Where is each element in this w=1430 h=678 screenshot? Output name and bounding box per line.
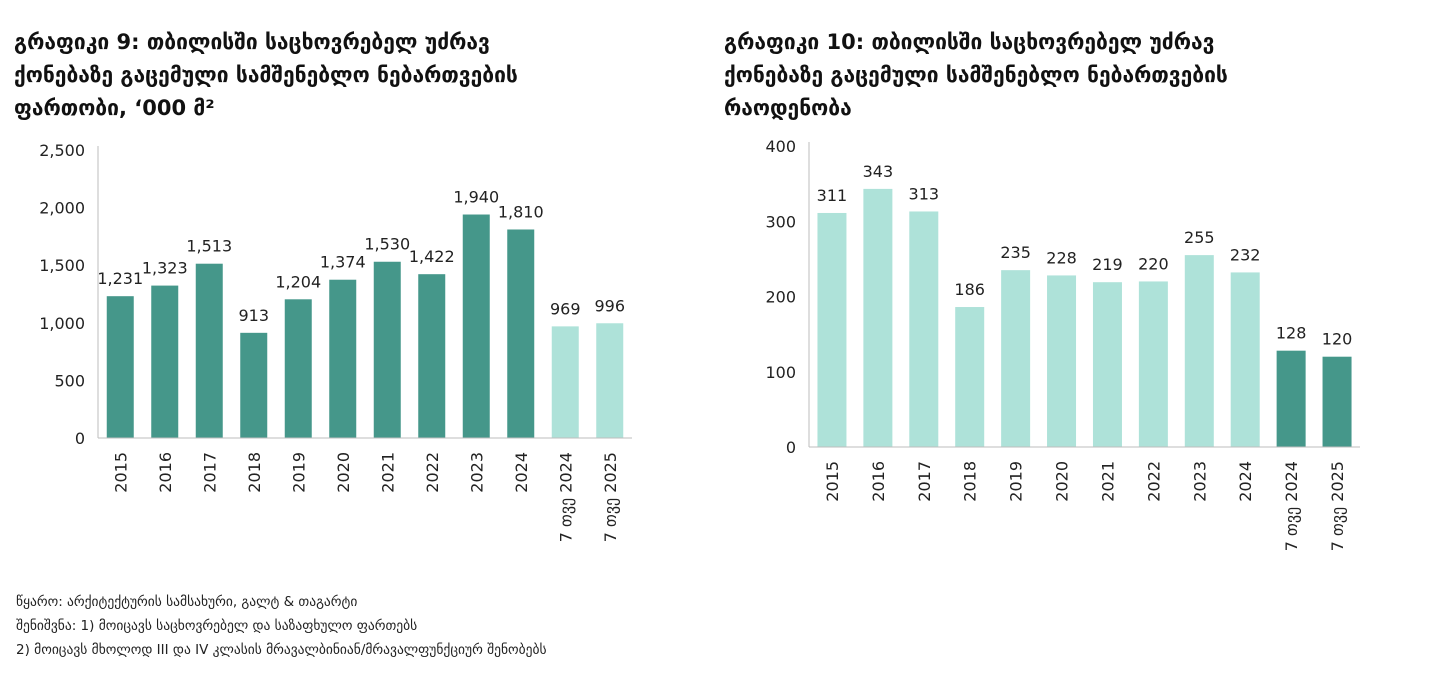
y-tick-label: 400	[765, 137, 796, 156]
x-category-label: 2015	[823, 461, 842, 502]
bar	[863, 188, 893, 447]
x-category-label: 2021	[378, 452, 397, 493]
data-label: 255	[1184, 228, 1215, 247]
footnote-2: 2) მოიცავს მხოლოდ III და IV კლასის მრავა…	[16, 642, 547, 658]
x-category-label: 2019	[1007, 461, 1026, 502]
data-label: 1,530	[364, 235, 410, 254]
x-category-label: 2018	[961, 461, 980, 502]
y-tick-label: 1,500	[39, 256, 85, 275]
bar	[817, 212, 847, 447]
bar	[151, 285, 179, 438]
y-tick-label: 1,000	[39, 314, 85, 333]
source-note: წყარო: არქიტექტურის სამსახური, გალტ & თა…	[16, 594, 358, 610]
data-label: 235	[1000, 243, 1031, 262]
bar	[1001, 270, 1031, 447]
bar	[507, 229, 535, 438]
permit-count-chart: 0 100 200 300 400 311 2015 343 2016 313 2017 186 201…	[765, 137, 1360, 551]
data-label: 120	[1322, 330, 1353, 349]
data-label: 311	[817, 186, 848, 205]
y-tick-label: 200	[765, 288, 796, 307]
x-category-label: 2024	[512, 452, 531, 493]
bar	[106, 296, 134, 438]
permit-area-chart: 0 500 1,000 1,500 2,000 2,500 1,231 2015 1,323 20…	[39, 141, 632, 542]
data-label: 228	[1046, 248, 1077, 267]
bar	[195, 263, 223, 438]
x-category-label: 7 თვე 2024	[556, 452, 575, 542]
y-tick-label: 0	[786, 438, 796, 457]
data-label: 1,374	[320, 253, 366, 272]
bar	[240, 332, 268, 438]
bar	[418, 274, 446, 438]
x-category-label: 2020	[334, 452, 353, 493]
data-label: 996	[594, 296, 625, 315]
y-tick-label: 500	[54, 371, 85, 390]
data-label: 343	[863, 162, 894, 181]
x-category-label: 7 თვე 2024	[1282, 461, 1301, 551]
bar	[1092, 282, 1122, 447]
bar	[596, 323, 624, 438]
x-category-label: 2024	[1236, 461, 1255, 502]
data-label: 128	[1276, 324, 1307, 343]
bar	[1184, 255, 1214, 447]
x-category-label: 2016	[869, 461, 888, 502]
data-label: 969	[550, 299, 581, 318]
data-label: 313	[909, 184, 940, 203]
bar	[1138, 281, 1168, 447]
chart-title-count: გრაფიკი 10: თბილისში საცხოვრებელ უძრავ ქ…	[724, 30, 1228, 120]
chart-title-area: გრაფიკი 9: თბილისში საცხოვრებელ უძრავ ქო…	[14, 30, 518, 120]
x-category-label: 2020	[1053, 461, 1072, 502]
x-category-label: 7 თვე 2025	[601, 452, 620, 542]
bar	[1047, 275, 1077, 447]
y-tick-label: 0	[75, 429, 85, 448]
bar	[551, 326, 579, 438]
bar	[1322, 356, 1352, 447]
y-tick-label: 100	[765, 363, 796, 382]
y-tick-label: 2,500	[39, 141, 85, 160]
data-label: 913	[238, 306, 269, 325]
data-label: 1,204	[275, 272, 321, 291]
x-category-label: 2023	[467, 452, 486, 493]
data-label: 220	[1138, 254, 1169, 273]
bar	[955, 307, 985, 447]
bar	[329, 279, 357, 438]
chart-notes: წყარო: არქიტექტურის სამსახური, გალტ & თა…	[16, 590, 547, 662]
x-category-label: 2017	[200, 452, 219, 493]
bar	[1276, 350, 1306, 447]
data-label: 232	[1230, 245, 1261, 264]
x-category-label: 2016	[156, 452, 175, 493]
data-label: 1,513	[186, 237, 232, 256]
bar	[373, 261, 401, 438]
x-category-label: 2023	[1190, 461, 1209, 502]
x-category-label: 2021	[1098, 461, 1117, 502]
data-label: 219	[1092, 255, 1123, 274]
bar	[284, 299, 312, 438]
y-tick-label: 300	[765, 212, 796, 231]
x-category-label: 7 თვე 2025	[1328, 461, 1347, 551]
data-label: 186	[954, 280, 985, 299]
bar	[909, 211, 939, 447]
data-label: 1,231	[97, 269, 143, 288]
bar	[1230, 272, 1260, 447]
footnote-1: შენიშვნა: 1) მოიცავს საცხოვრებელ და საზა…	[16, 618, 418, 634]
x-category-label: 2019	[289, 452, 308, 493]
bar	[462, 214, 490, 438]
data-label: 1,323	[142, 259, 188, 278]
x-category-label: 2015	[111, 452, 130, 493]
y-tick-label: 2,000	[39, 199, 85, 218]
data-label: 1,810	[498, 202, 544, 221]
x-category-label: 2017	[915, 461, 934, 502]
data-label: 1,940	[453, 188, 499, 207]
x-category-label: 2018	[245, 452, 264, 493]
x-category-label: 2022	[1144, 461, 1163, 502]
x-category-label: 2022	[423, 452, 442, 493]
data-label: 1,422	[409, 247, 455, 266]
